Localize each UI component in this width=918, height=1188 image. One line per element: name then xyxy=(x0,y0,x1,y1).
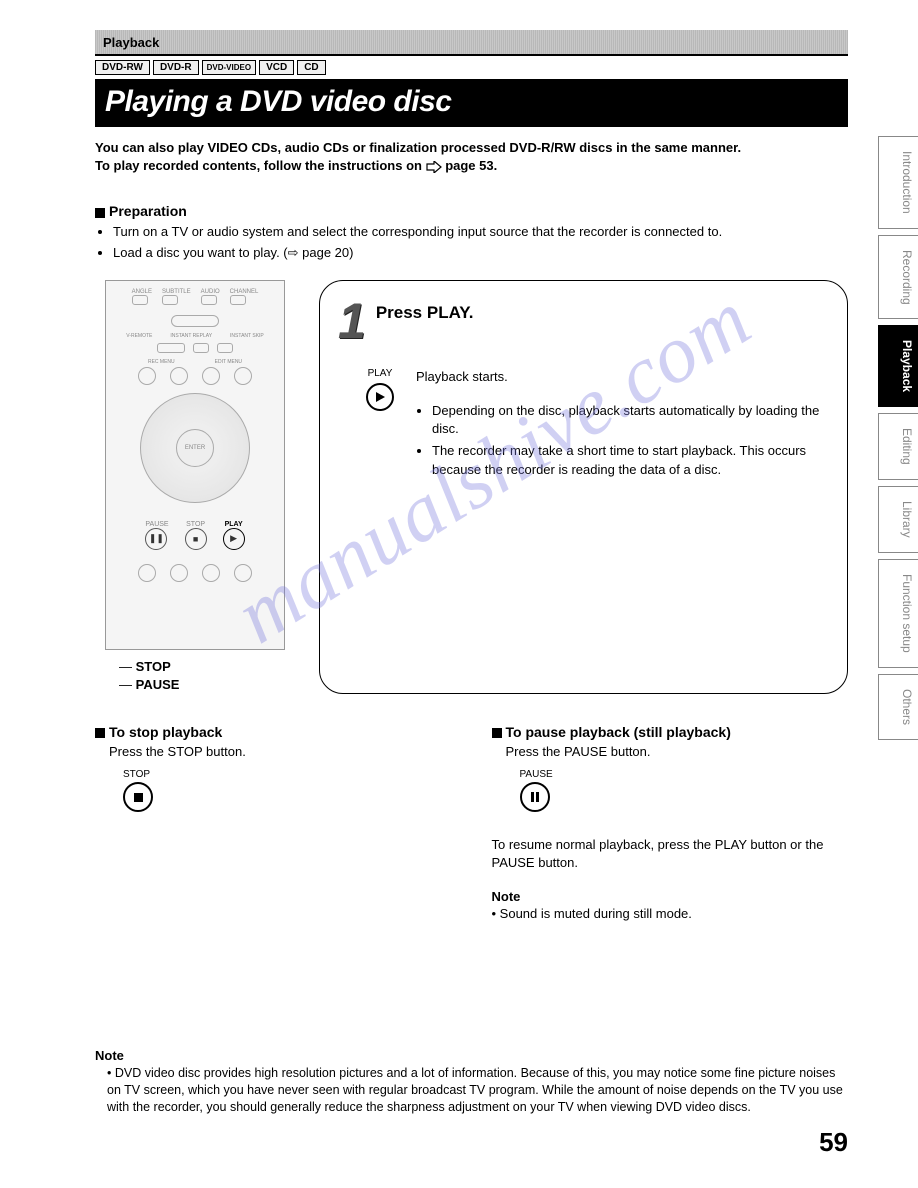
intro-line1: You can also play VIDEO CDs, audio CDs o… xyxy=(95,139,848,157)
resume-text: To resume normal playback, press the PLA… xyxy=(492,836,849,871)
nav-pad: ENTER xyxy=(140,393,250,503)
prep-item: Load a disc you want to play. (⇨ page 20… xyxy=(113,244,848,262)
pause-text: Press the PAUSE button. xyxy=(492,744,849,759)
square-bullet-icon xyxy=(95,728,105,738)
side-tabs: Introduction Recording Playback Editing … xyxy=(878,136,918,746)
lower-row: To stop playback Press the STOP button. … xyxy=(95,724,848,921)
tab-recording[interactable]: Recording xyxy=(878,235,918,320)
title-bar: Playing a DVD video disc xyxy=(95,79,848,127)
prep-heading: Preparation xyxy=(95,203,848,219)
tab-library[interactable]: Library xyxy=(878,486,918,553)
pause-icon-label: PAUSE xyxy=(520,769,849,780)
play-icon: ▶ xyxy=(223,528,245,550)
fmt-dvd-video: DVD-VIDEO xyxy=(202,60,256,75)
format-row: DVD-RW DVD-R DVD-VIDEO VCD CD xyxy=(95,60,848,75)
square-bullet-icon xyxy=(95,208,105,218)
tab-editing[interactable]: Editing xyxy=(878,413,918,480)
manual-page: Playback DVD-RW DVD-R DVD-VIDEO VCD CD P… xyxy=(0,0,918,981)
pause-button-icon xyxy=(520,782,550,812)
top-bar: Playback xyxy=(95,30,848,56)
tab-introduction[interactable]: Introduction xyxy=(878,136,918,229)
main-row: ANGLE SUBTITLE AUDIO CHANNEL V-REMOTE IN… xyxy=(95,280,848,694)
step-title: Press PLAY. xyxy=(376,299,474,323)
note-heading: Note xyxy=(492,889,849,904)
prep-item: Turn on a TV or audio system and select … xyxy=(113,223,848,241)
stop-button-icon xyxy=(123,782,153,812)
tab-others[interactable]: Others xyxy=(878,674,918,740)
tab-playback[interactable]: Playback xyxy=(878,325,918,407)
square-bullet-icon xyxy=(492,728,502,738)
step-bullet: The recorder may take a short time to st… xyxy=(432,442,821,478)
play-label: PLAY xyxy=(366,368,394,379)
step-number: 1 xyxy=(338,299,366,344)
footer-note-body: • DVD video disc provides high resolutio… xyxy=(95,1065,848,1116)
note-text: • Sound is muted during still mode. xyxy=(492,906,849,921)
fmt-vcd: VCD xyxy=(259,60,294,75)
stop-text: Press the STOP button. xyxy=(95,744,452,759)
step-text: Playback starts. Depending on the disc, … xyxy=(416,368,821,483)
callout-stop: STOP xyxy=(119,658,295,676)
pause-icon: ❚❚ xyxy=(145,528,167,550)
page-number: 59 xyxy=(819,1127,848,1158)
fmt-dvd-r: DVD-R xyxy=(153,60,199,75)
footer-note: Note • DVD video disc provides high reso… xyxy=(95,1030,848,1116)
play-button-icon xyxy=(366,383,394,411)
play-icon-block: PLAY xyxy=(366,368,394,483)
callout-pause: PAUSE xyxy=(119,676,295,694)
intro-text: You can also play VIDEO CDs, audio CDs o… xyxy=(95,139,848,175)
step-box: 1 Press PLAY. PLAY Playback starts. Depe… xyxy=(319,280,848,694)
enter-button: ENTER xyxy=(176,429,214,467)
tab-function-setup[interactable]: Function setup xyxy=(878,559,918,668)
stop-icon: ■ xyxy=(185,528,207,550)
stop-icon-label: STOP xyxy=(123,769,452,780)
fmt-cd: CD xyxy=(297,60,325,75)
section-label: Playback xyxy=(103,35,159,50)
arrow-icon xyxy=(426,161,442,173)
page-title: Playing a DVD video disc xyxy=(105,85,838,119)
step-bullet: Depending on the disc, playback starts a… xyxy=(432,402,821,438)
prep-list: Turn on a TV or audio system and select … xyxy=(95,223,848,261)
remote-column: ANGLE SUBTITLE AUDIO CHANNEL V-REMOTE IN… xyxy=(95,280,295,694)
timeslip-button xyxy=(171,315,219,327)
fmt-dvd-rw: DVD-RW xyxy=(95,60,150,75)
stop-block: To stop playback Press the STOP button. … xyxy=(95,724,452,921)
footer-note-heading: Note xyxy=(95,1048,848,1063)
intro-line2: To play recorded contents, follow the in… xyxy=(95,157,848,175)
remote-illustration: ANGLE SUBTITLE AUDIO CHANNEL V-REMOTE IN… xyxy=(105,280,285,650)
step-lead: Playback starts. xyxy=(416,368,821,386)
remote-callouts: STOP PAUSE xyxy=(95,658,295,694)
pause-block: To pause playback (still playback) Press… xyxy=(492,724,849,921)
